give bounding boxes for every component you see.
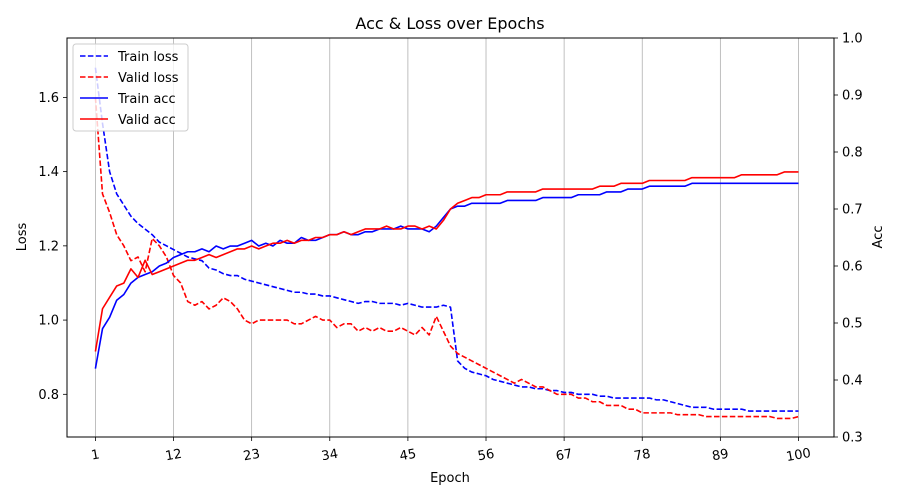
- x-tick-label: 1: [90, 447, 101, 463]
- y-tick-label-right: 0.9: [842, 89, 863, 104]
- x-tick-label: 100: [785, 446, 812, 465]
- series-line-valid-loss: [94, 97, 799, 420]
- chart-title: Acc & Loss over Epochs: [355, 14, 544, 33]
- series-line-train-loss: [94, 67, 799, 412]
- x-tick-label: 34: [320, 447, 339, 465]
- plot-frame: [66, 37, 835, 438]
- x-tick-label: 89: [711, 447, 730, 465]
- y-axis-title-left: Loss: [15, 223, 30, 252]
- y-tick-label-right: 0.6: [842, 260, 863, 275]
- x-tick-label: 67: [555, 447, 574, 465]
- x-axis-title: Epoch: [430, 471, 470, 486]
- y-tick-label-left: 1.0: [38, 314, 59, 329]
- y-tick-label-right: 0.7: [842, 203, 863, 218]
- legend-entry-train-loss: Train loss: [80, 50, 179, 65]
- y-tick-label-right: 1.0: [842, 32, 863, 47]
- y-tick-label-right: 0.3: [842, 431, 863, 446]
- legend-label-valid-loss: Valid loss: [118, 71, 179, 86]
- y-tick-label-right: 0.5: [842, 317, 863, 332]
- legend: Train loss Valid loss Train acc Valid ac…: [72, 43, 189, 132]
- x-tick-label: 45: [399, 447, 418, 465]
- series-line-valid-acc: [94, 171, 799, 352]
- legend-label-train-acc: Train acc: [117, 92, 176, 107]
- y-tick-label-right: 0.8: [842, 146, 863, 161]
- legend-label-valid-acc: Valid acc: [118, 113, 176, 128]
- x-tick-label: 56: [477, 447, 496, 465]
- legend-label-train-loss: Train loss: [117, 50, 179, 65]
- legend-entry-train-acc: Train acc: [80, 92, 176, 107]
- x-tick-label: 12: [164, 447, 183, 465]
- x-tick-label: 23: [242, 447, 261, 465]
- y-tick-label-left: 1.6: [38, 91, 59, 106]
- series-layer: [94, 67, 799, 420]
- y-axis-title-right: Acc: [871, 226, 886, 249]
- y-tick-label-left: 1.2: [38, 239, 59, 254]
- x-tick-label: 78: [633, 447, 652, 465]
- y-tick-label-right: 0.4: [842, 374, 863, 389]
- grid-layer: [95, 38, 799, 437]
- tick-layer: 1 12 23 34 45 56 67 78 89 100 0.8 1.0 1.2 1.4 1.6 0.3 0.…: [38, 32, 862, 466]
- legend-entry-valid-loss: Valid loss: [80, 71, 179, 86]
- y-tick-label-left: 0.8: [38, 388, 59, 403]
- legend-entry-valid-acc: Valid acc: [80, 113, 176, 128]
- y-tick-label-left: 1.4: [38, 165, 59, 180]
- legend-box: [72, 43, 189, 132]
